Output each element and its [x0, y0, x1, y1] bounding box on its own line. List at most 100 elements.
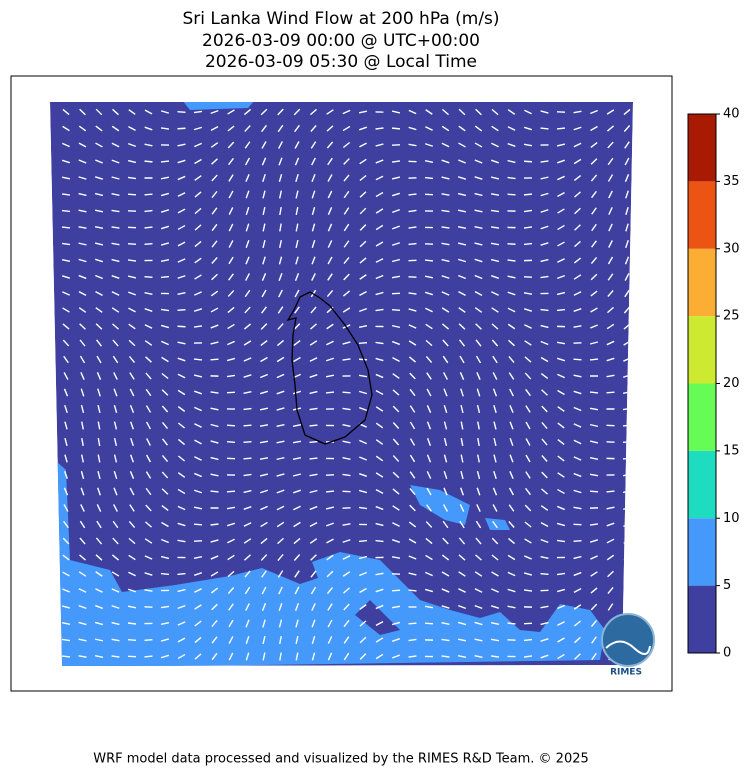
colorbar-segment	[688, 114, 716, 181]
colorbar-tick-label: 0	[723, 646, 731, 661]
wind-arrow	[227, 425, 235, 426]
wind-arrow	[541, 574, 549, 575]
logo-text: RIMES	[610, 668, 642, 678]
colorbar-tick-label: 30	[723, 241, 740, 256]
wind-arrow	[409, 623, 417, 624]
colorbar: 0 5 10 15 20 25 30 35 40	[688, 107, 740, 661]
wind-arrow	[161, 277, 169, 278]
wind-arrow	[574, 541, 582, 542]
wind-arrow	[425, 260, 433, 261]
wind-arrow	[524, 640, 532, 641]
wind-arrow	[161, 574, 169, 575]
colorbar-segment	[688, 316, 716, 383]
wind-arrow	[310, 442, 318, 443]
colorbar-tick-label: 25	[723, 309, 740, 324]
wind-arrow	[359, 343, 367, 344]
wind-arrow	[227, 442, 235, 443]
wind-arrow	[211, 491, 219, 492]
wind-arrow	[326, 392, 334, 393]
wind-arrow	[178, 326, 186, 327]
wind-arrow	[524, 244, 532, 245]
wind-arrow	[607, 392, 615, 393]
wind-arrow	[541, 310, 549, 311]
colorbar-segment	[688, 451, 716, 518]
wind-arrow	[178, 574, 186, 575]
wind-arrow	[376, 541, 384, 542]
wind-arrow	[310, 458, 318, 459]
colorbar-segment	[688, 181, 716, 248]
wind-arrow	[145, 277, 153, 278]
wind-arrow	[178, 128, 186, 129]
wind-arrow	[392, 128, 400, 129]
wind-arrow	[178, 112, 186, 113]
wind-arrow	[227, 491, 235, 492]
wind-arrow	[409, 590, 417, 591]
wind-arrow	[524, 161, 532, 162]
footer: WRF model data processed and visualized …	[93, 752, 589, 767]
wind-arrow	[145, 244, 153, 245]
wind-arrow	[508, 623, 516, 624]
wind-arrow	[62, 656, 70, 657]
wind-arrow	[508, 260, 516, 261]
wind-arrow	[607, 491, 615, 492]
wind-arrow	[376, 128, 384, 129]
wind-arrow	[128, 244, 136, 245]
wind-arrow	[145, 656, 153, 657]
colorbar-tick-label: 5	[723, 578, 731, 593]
colorbar-tick-label: 15	[723, 443, 740, 458]
wind-arrow	[574, 359, 582, 360]
colorbar-segment	[688, 249, 716, 316]
wind-arrow	[326, 491, 334, 492]
wind-arrow	[145, 161, 153, 162]
wind-arrow	[392, 590, 400, 591]
title-line: Sri Lanka Wind Flow at 200 hPa (m/s)	[182, 9, 499, 29]
wind-arrow	[128, 194, 136, 195]
wind-arrow	[62, 227, 70, 228]
wind-arrow	[310, 425, 318, 426]
wind-arrow	[194, 524, 202, 525]
wind-arrow	[343, 392, 351, 393]
wind-arrow	[244, 425, 252, 426]
wind-arrow	[508, 194, 516, 195]
wind-arrow	[425, 178, 433, 179]
wind-arrow	[244, 409, 252, 410]
wind-arrow	[244, 458, 252, 459]
wind-arrow	[62, 211, 70, 212]
wind-arrow	[145, 227, 153, 228]
wind-arrow	[409, 194, 417, 195]
wind-arrow	[409, 244, 417, 245]
wind-arrow	[211, 359, 219, 360]
colorbar-tick-label: 20	[723, 376, 740, 391]
wind-arrow	[178, 310, 186, 311]
wind-arrow	[244, 442, 252, 443]
wind-arrow	[128, 623, 136, 624]
colorbar-tick-label: 10	[723, 511, 740, 526]
wind-arrow	[194, 359, 202, 360]
wind-arrow	[557, 128, 565, 129]
wind-arrow	[590, 359, 598, 360]
wind-arrow	[161, 161, 169, 162]
wind-arrow	[145, 211, 153, 212]
title-line: 2026-03-09 05:30 @ Local Time	[205, 52, 477, 72]
wind-arrow	[145, 640, 153, 641]
wind-arrow	[590, 392, 598, 393]
wind-arrow	[392, 310, 400, 311]
wind-arrow	[557, 310, 565, 311]
wind-field	[50, 100, 633, 668]
wind-arrow	[425, 623, 433, 624]
wind-arrow	[590, 491, 598, 492]
wind-arrow	[211, 524, 219, 525]
wind-arrow	[541, 128, 549, 129]
colorbar-tick-label: 35	[723, 174, 740, 189]
wind-arrow	[128, 640, 136, 641]
wind-arrow	[145, 194, 153, 195]
wind-arrow	[359, 541, 367, 542]
colorbar-segment	[688, 586, 716, 653]
colorbar-segment	[688, 518, 716, 585]
wind-arrow	[524, 194, 532, 195]
colorbar-segment	[688, 384, 716, 451]
title-line: 2026-03-09 00:00 @ UTC+00:00	[202, 31, 480, 51]
colorbar-tick-label: 40	[723, 107, 740, 122]
